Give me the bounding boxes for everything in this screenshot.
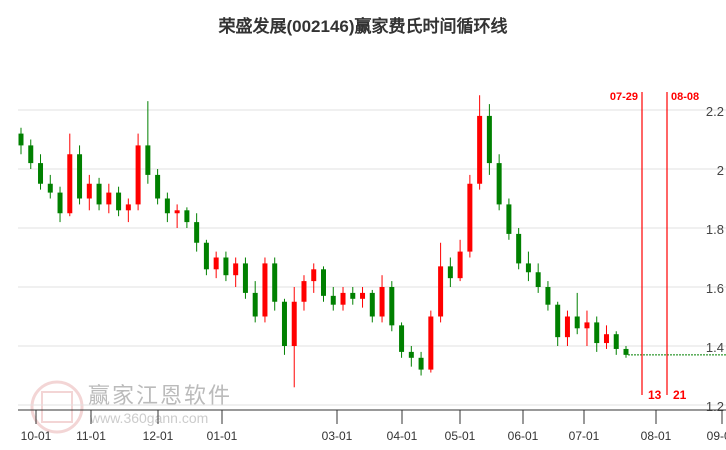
candle-body — [369, 292, 375, 317]
candle-body — [477, 115, 483, 184]
cycle-date-label: 08-08 — [671, 91, 699, 103]
x-tick-label: 12-01 — [143, 429, 174, 443]
candle-body — [594, 322, 600, 344]
candle-body — [574, 316, 580, 329]
candle-body — [467, 183, 473, 252]
candle-body — [389, 287, 395, 326]
candle-body — [535, 272, 541, 287]
candle-body — [242, 263, 248, 293]
cycle-count-label: 13 — [648, 388, 662, 402]
y-tick-label: 1.8 — [706, 222, 724, 237]
cycle-count-label: 21 — [673, 388, 687, 402]
candle-body — [584, 322, 590, 329]
candle-body — [603, 334, 609, 344]
candle-body — [164, 198, 170, 214]
candle-body — [47, 183, 53, 193]
x-tick-label: 11-01 — [76, 429, 106, 443]
candle-body — [506, 204, 512, 234]
candle-body — [213, 257, 219, 270]
x-tick-label: 07-01 — [569, 429, 600, 443]
x-tick-label: 06-01 — [508, 429, 539, 443]
candle-body — [340, 292, 346, 305]
candle-body — [516, 233, 522, 264]
candle-body — [525, 263, 531, 273]
candle-body — [125, 204, 131, 211]
candle-body — [486, 115, 492, 164]
candle-body — [38, 163, 44, 184]
y-tick-label: 2.2 — [706, 104, 724, 119]
candle-body — [399, 325, 405, 352]
candle-body — [457, 251, 463, 279]
y-tick-label: 1.6 — [706, 281, 724, 296]
y-tick-label: 1.2 — [706, 399, 724, 414]
candle-body — [555, 304, 561, 338]
candle-body — [545, 287, 551, 305]
candle-body — [379, 287, 385, 317]
candle-body — [106, 192, 112, 205]
candle-body — [155, 174, 161, 199]
candle-body — [145, 145, 151, 175]
candle-body — [77, 154, 83, 199]
x-tick-label: 01-01 — [207, 429, 238, 443]
x-tick-label: 08-01 — [641, 429, 672, 443]
candle-body — [350, 292, 356, 299]
candle-body — [184, 210, 190, 223]
x-tick-label: 05-01 — [445, 429, 476, 443]
chart-title: 荣盛发展(002146)赢家费氏时间循环线 — [218, 17, 508, 36]
candle-body — [203, 242, 209, 270]
candle-body — [613, 334, 619, 349]
candle-body — [301, 281, 307, 302]
watermark-text: 赢家江恩软件 — [88, 383, 233, 408]
candle-body — [408, 351, 414, 358]
candle-body — [447, 266, 453, 279]
candle-body — [174, 210, 180, 214]
candle-body — [116, 192, 122, 211]
candle-body — [57, 192, 63, 214]
candle-body — [281, 301, 287, 346]
y-tick-label: 2 — [717, 163, 724, 178]
candle-body — [428, 316, 434, 370]
candle-body — [496, 163, 502, 205]
candle-body — [252, 292, 258, 317]
candle-body — [623, 348, 629, 355]
x-tick-label: 04-01 — [387, 429, 418, 443]
candle-body — [96, 183, 102, 205]
watermark-url: www.360gann.com — [90, 410, 209, 426]
candle-body — [564, 316, 570, 338]
candle-body — [28, 145, 34, 164]
candle-body — [18, 133, 24, 146]
candle-body — [194, 222, 200, 243]
candle-body — [67, 154, 73, 214]
candle-body — [135, 145, 141, 205]
x-tick-label: 03-01 — [322, 429, 353, 443]
candle-body — [438, 266, 444, 317]
candle-body — [418, 357, 424, 370]
candle-body — [360, 292, 366, 299]
candle-body — [86, 183, 92, 199]
candle-body — [262, 263, 268, 317]
x-tick-label: 10-01 — [21, 429, 52, 443]
x-tick-label: 09-01 — [707, 429, 726, 443]
cycle-date-label: 07-29 — [610, 91, 638, 103]
candle-body — [272, 263, 278, 302]
candle-body — [330, 295, 336, 305]
candle-body — [233, 263, 239, 276]
watermark-seal-logo — [30, 380, 84, 434]
candle-body — [291, 301, 297, 346]
candle-body — [321, 269, 326, 296]
y-tick-label: 1.4 — [706, 340, 724, 355]
candle-body — [223, 257, 229, 276]
candle-body — [311, 269, 317, 282]
